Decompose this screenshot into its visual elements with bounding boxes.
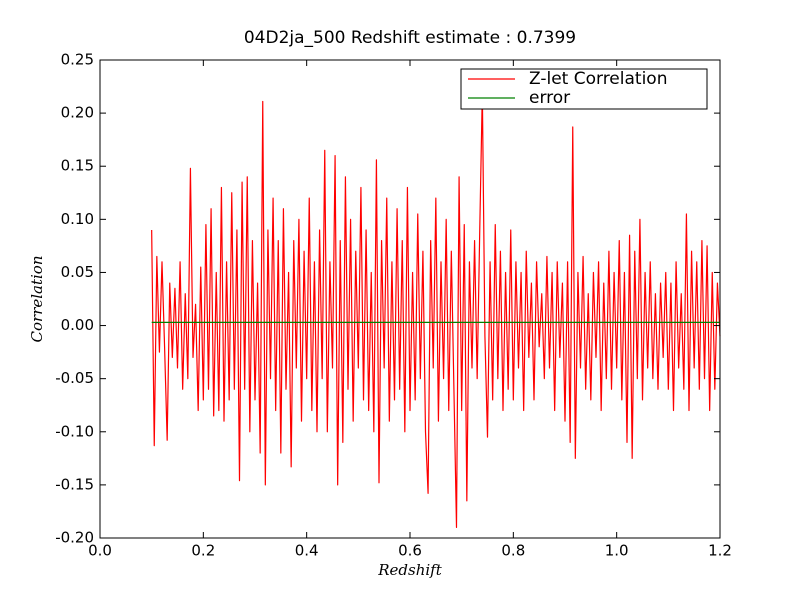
y-tick-label: 0.10 [61, 210, 94, 228]
y-tick-label: 0.20 [61, 104, 94, 122]
x-tick-label: 0.8 [501, 542, 525, 560]
y-tick-label: -0.05 [55, 369, 94, 387]
y-tick-label: 0.25 [61, 51, 94, 69]
y-tick-label: -0.20 [55, 529, 94, 547]
y-tick-label: 0.15 [61, 157, 94, 175]
y-tick-label: -0.15 [55, 475, 94, 493]
x-tick-label: 0.4 [295, 542, 319, 560]
x-axis-title: Redshift [377, 561, 442, 579]
data-line [151, 91, 721, 528]
x-tick-label: 1.0 [605, 542, 629, 560]
x-tick-label: 0.6 [398, 542, 422, 560]
x-tick-label: 1.2 [708, 542, 732, 560]
chart-title: 04D2ja_500 Redshift estimate : 0.7399 [244, 28, 576, 48]
x-tick-label: 0.2 [191, 542, 215, 560]
x-tick-label: 0.0 [88, 542, 112, 560]
y-tick-label: 0.05 [61, 263, 94, 281]
y-tick-label: 0.00 [61, 316, 94, 334]
legend-label: error [529, 88, 570, 108]
y-axis-title: Correlation [28, 256, 46, 343]
legend-box [460, 68, 708, 110]
y-tick-label: -0.10 [55, 422, 94, 440]
legend-label: Z-let Correlation [529, 69, 667, 89]
